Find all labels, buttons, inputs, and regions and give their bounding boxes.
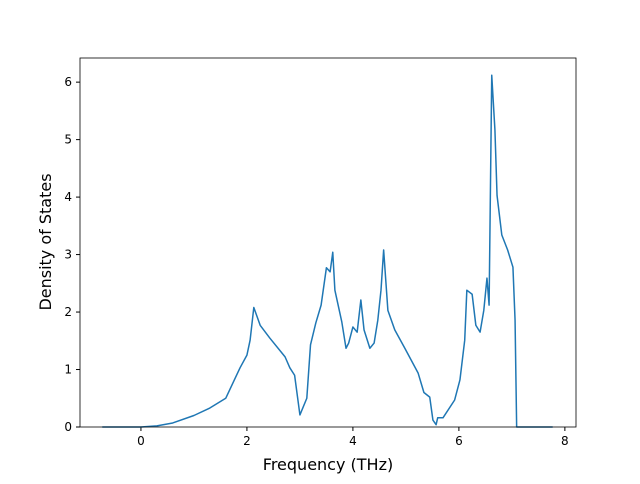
y-tick-label: 0	[64, 420, 72, 434]
line	[102, 74, 553, 428]
y-tick-label: 1	[64, 363, 72, 377]
plot-frame	[79, 57, 577, 428]
x-tick-label: 4	[349, 434, 357, 448]
x-tick-label: 0	[137, 434, 145, 448]
y-axis-label: Density of States	[36, 173, 55, 310]
y-tick-label: 5	[64, 133, 72, 147]
x-axis-label: Frequency (THz)	[263, 455, 393, 474]
y-tick-label: 6	[64, 75, 72, 89]
y-tick-label: 3	[64, 248, 72, 262]
x-tick-label: 8	[561, 434, 569, 448]
y-tick-label: 4	[64, 190, 72, 204]
y-tick-label: 2	[64, 305, 72, 319]
x-tick-label: 2	[243, 434, 251, 448]
x-tick-label: 6	[455, 434, 463, 448]
